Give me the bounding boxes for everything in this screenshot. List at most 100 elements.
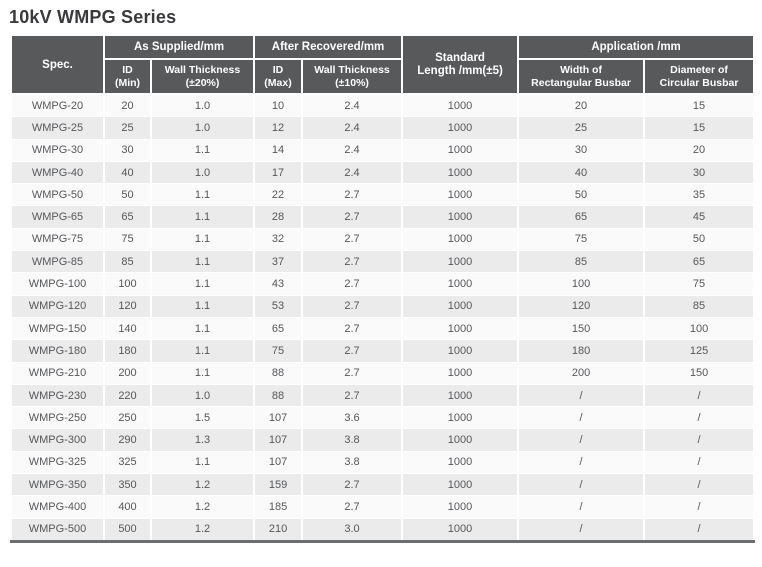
subheader-wall-thickness-20-line1: Wall Thickness xyxy=(164,63,241,76)
id-min-cell: 400 xyxy=(103,495,152,519)
table-row: WMPG-300 290 1.3 107 3.8 1000 / / xyxy=(10,428,756,452)
wall-thickness-20-cell: 1.1 xyxy=(149,227,256,252)
id-max-cell: 12 xyxy=(253,116,304,140)
width-rectangular-busbar-cell: 75 xyxy=(517,227,646,252)
header-standard-length-line1: Standard xyxy=(435,51,485,64)
subheader-id-max: ID (Max) xyxy=(253,58,304,95)
spec-cell: WMPG-120 xyxy=(10,294,105,318)
diameter-circular-busbar-cell: 50 xyxy=(643,227,756,252)
wall-thickness-20-cell: 1.1 xyxy=(149,183,256,207)
wall-thickness-10-cell: 2.7 xyxy=(301,227,404,252)
header-spec: Spec. xyxy=(10,34,105,95)
wall-thickness-10-cell: 2.7 xyxy=(301,383,404,408)
subheader-diameter-circular-busbar-line1: Diameter of xyxy=(670,63,728,76)
id-min-cell: 500 xyxy=(103,517,152,543)
id-max-cell: 210 xyxy=(253,517,304,543)
wall-thickness-10-cell: 3.8 xyxy=(301,450,404,475)
diameter-circular-busbar-cell: / xyxy=(643,450,756,475)
standard-length-cell: 1000 xyxy=(401,473,520,497)
table-body: WMPG-20 20 1.0 10 2.4 1000 20 15 WMPG-25… xyxy=(10,93,756,543)
table-row: WMPG-85 85 1.1 37 2.7 1000 85 65 xyxy=(10,250,756,274)
wall-thickness-20-cell: 1.1 xyxy=(149,138,256,162)
width-rectangular-busbar-cell: 65 xyxy=(517,205,646,229)
diameter-circular-busbar-cell: 85 xyxy=(643,294,756,318)
id-min-cell: 30 xyxy=(103,138,152,162)
width-rectangular-busbar-cell: / xyxy=(517,383,646,408)
table-row: WMPG-250 250 1.5 107 3.6 1000 / / xyxy=(10,406,756,430)
header-sub-row: ID (Min) Wall Thickness (±20%) ID (Max) … xyxy=(11,58,756,95)
diameter-circular-busbar-cell: 150 xyxy=(643,361,756,385)
table-row: WMPG-230 220 1.0 88 2.7 1000 / / xyxy=(10,383,756,408)
diameter-circular-busbar-cell: 15 xyxy=(643,93,756,118)
diameter-circular-busbar-cell: / xyxy=(643,406,756,430)
id-max-cell: 185 xyxy=(253,495,304,519)
spec-cell: WMPG-75 xyxy=(10,227,105,252)
id-max-cell: 32 xyxy=(253,227,304,252)
id-min-cell: 180 xyxy=(103,339,152,363)
spec-cell: WMPG-400 xyxy=(10,495,105,519)
id-min-cell: 325 xyxy=(103,450,152,475)
table-row: WMPG-65 65 1.1 28 2.7 1000 65 45 xyxy=(10,205,756,229)
subheader-id-max-line2: (Max) xyxy=(264,76,292,89)
id-min-cell: 200 xyxy=(103,361,152,385)
wall-thickness-20-cell: 1.1 xyxy=(149,205,256,229)
spec-cell: WMPG-20 xyxy=(10,93,105,118)
wall-thickness-20-cell: 1.0 xyxy=(149,160,256,185)
wall-thickness-20-cell: 1.5 xyxy=(149,406,256,430)
table-row: WMPG-30 30 1.1 14 2.4 1000 30 20 xyxy=(10,138,756,162)
wall-thickness-20-cell: 1.2 xyxy=(149,495,256,519)
id-min-cell: 85 xyxy=(103,250,152,274)
standard-length-cell: 1000 xyxy=(401,294,520,318)
id-max-cell: 159 xyxy=(253,473,304,497)
standard-length-cell: 1000 xyxy=(401,517,520,543)
table-header: Spec. As Supplied/mm After Recovered/mm … xyxy=(10,34,756,95)
standard-length-cell: 1000 xyxy=(401,406,520,430)
table-row: WMPG-120 120 1.1 53 2.7 1000 120 85 xyxy=(10,294,756,318)
diameter-circular-busbar-cell: / xyxy=(643,428,756,452)
table-row: WMPG-25 25 1.0 12 2.4 1000 25 15 xyxy=(10,116,756,140)
width-rectangular-busbar-cell: 85 xyxy=(517,250,646,274)
table-row: WMPG-210 200 1.1 88 2.7 1000 200 150 xyxy=(10,361,756,385)
wall-thickness-10-cell: 2.4 xyxy=(301,160,404,185)
standard-length-cell: 1000 xyxy=(401,361,520,385)
spec-cell: WMPG-40 xyxy=(10,160,105,185)
width-rectangular-busbar-cell: / xyxy=(517,473,646,497)
spec-cell: WMPG-180 xyxy=(10,339,105,363)
subheader-wall-thickness-10-line2: (±10%) xyxy=(335,76,369,89)
header-group-as-supplied: As Supplied/mm xyxy=(102,34,256,60)
subheader-width-rectangular-busbar-line1: Width of xyxy=(560,63,602,76)
id-max-cell: 107 xyxy=(253,406,304,430)
diameter-circular-busbar-cell: / xyxy=(643,473,756,497)
id-max-cell: 14 xyxy=(253,138,304,162)
diameter-circular-busbar-cell: / xyxy=(643,517,756,543)
id-max-cell: 107 xyxy=(253,450,304,475)
id-min-cell: 40 xyxy=(103,160,152,185)
wall-thickness-20-cell: 1.1 xyxy=(149,450,256,475)
wall-thickness-20-cell: 1.1 xyxy=(149,272,256,296)
id-max-cell: 65 xyxy=(253,316,304,341)
wall-thickness-10-cell: 3.8 xyxy=(301,428,404,452)
standard-length-cell: 1000 xyxy=(401,450,520,475)
id-max-cell: 17 xyxy=(253,160,304,185)
standard-length-cell: 1000 xyxy=(401,339,520,363)
subheader-id-max-line1: ID xyxy=(272,63,284,76)
wall-thickness-10-cell: 3.0 xyxy=(301,517,404,543)
id-max-cell: 88 xyxy=(253,361,304,385)
spec-cell: WMPG-210 xyxy=(10,361,105,385)
subheader-wall-thickness-20-line2: (±20%) xyxy=(185,76,220,89)
spec-cell: WMPG-325 xyxy=(10,450,105,475)
wall-thickness-20-cell: 1.0 xyxy=(149,383,256,408)
width-rectangular-busbar-cell: / xyxy=(517,495,646,519)
id-max-cell: 43 xyxy=(253,272,304,296)
standard-length-cell: 1000 xyxy=(401,272,520,296)
id-max-cell: 10 xyxy=(253,93,304,118)
diameter-circular-busbar-cell: 30 xyxy=(643,160,756,185)
wall-thickness-10-cell: 2.7 xyxy=(301,205,404,229)
wall-thickness-10-cell: 2.7 xyxy=(301,272,404,296)
standard-length-cell: 1000 xyxy=(401,227,520,252)
spec-cell: WMPG-100 xyxy=(10,272,105,296)
width-rectangular-busbar-cell: 180 xyxy=(517,339,646,363)
wmpg-spec-table: Spec. As Supplied/mm After Recovered/mm … xyxy=(10,34,756,543)
id-min-cell: 100 xyxy=(103,272,152,296)
table-row: WMPG-350 350 1.2 159 2.7 1000 / / xyxy=(10,473,756,497)
